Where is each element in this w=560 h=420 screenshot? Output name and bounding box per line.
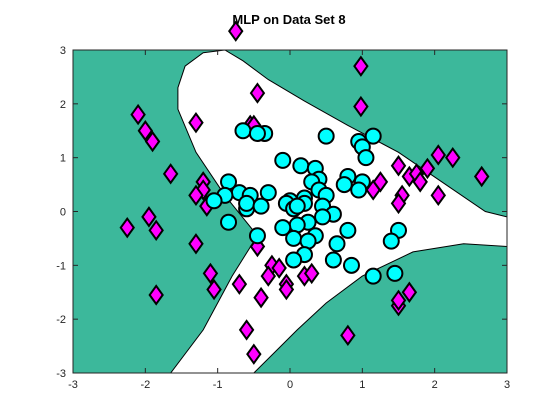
circle-point: [364, 267, 382, 285]
diamond-point: [162, 163, 179, 185]
diamond-point: [419, 157, 436, 180]
circle-point: [292, 157, 310, 175]
diamond-point: [148, 284, 164, 306]
circle-point: [342, 256, 360, 274]
diamond-point: [445, 146, 461, 169]
diamond-point: [430, 144, 447, 166]
diamond-point: [278, 278, 295, 301]
diamond-point: [430, 184, 447, 207]
circle-point: [314, 208, 332, 226]
x-tick-label: -2: [140, 379, 150, 391]
y-tick-label: 2: [60, 99, 66, 111]
y-tick-label: -1: [56, 260, 66, 272]
diamond-point: [271, 257, 287, 279]
circle-point: [324, 251, 342, 269]
y-tick-label: 3: [60, 45, 66, 57]
diamond-point: [401, 281, 418, 303]
circle-point: [317, 127, 335, 145]
diamond-point: [340, 324, 356, 347]
y-tick-label: 0: [60, 207, 66, 219]
diamond-point: [188, 184, 204, 207]
diamond-point: [412, 171, 428, 193]
diamond-point: [188, 233, 204, 255]
diamond-point: [188, 111, 204, 134]
circle-point: [285, 251, 303, 269]
diamond-point: [246, 343, 262, 365]
diamond-point: [206, 278, 222, 301]
circle-point: [335, 176, 353, 194]
diamond-point: [249, 82, 266, 104]
circle-point: [386, 264, 404, 282]
diamond-point: [390, 155, 407, 177]
x-tick-label: 0: [287, 379, 293, 391]
circle-point: [328, 235, 346, 253]
x-tick-label: -1: [213, 379, 223, 391]
circle-point: [339, 221, 357, 239]
diamond-point: [353, 95, 369, 118]
diamond-point: [473, 165, 490, 188]
diamond-point: [228, 20, 244, 42]
x-tick-label: -3: [68, 379, 78, 391]
diamond-point: [137, 120, 154, 142]
diamond-point: [353, 55, 369, 77]
plot-area: -3 -2 -1 0 1 2 3 -3 -2 -1 0 1 2 3: [56, 20, 510, 391]
circle-point: [285, 229, 303, 247]
circle-point: [205, 192, 223, 210]
axis-ticks: -3 -2 -1 0 1 2 3 -3 -2 -1 0 1 2 3: [56, 45, 510, 391]
diamond-point: [260, 265, 277, 287]
circle-point: [259, 184, 277, 202]
chart-title: MLP on Data Set 8: [232, 12, 345, 27]
y-tick-label: 1: [60, 153, 66, 165]
diamond-point: [130, 103, 146, 126]
circle-point: [234, 122, 252, 140]
diamond-point: [390, 192, 407, 215]
circle-point: [248, 124, 266, 142]
diamond-point: [303, 262, 320, 285]
diamond-point: [231, 273, 248, 295]
x-tick-label: 3: [504, 379, 510, 391]
diamond-point: [141, 206, 157, 228]
y-tick-label: -2: [56, 314, 66, 326]
circle-point: [350, 181, 368, 199]
y-tick-label: -3: [56, 368, 66, 380]
x-tick-label: 1: [359, 379, 365, 391]
circle-point: [220, 213, 238, 231]
data-points: [119, 20, 490, 365]
x-tick-label: 2: [432, 379, 438, 391]
circle-point: [364, 127, 382, 145]
circle-point: [357, 149, 375, 167]
diamond-point: [144, 130, 161, 153]
circle-point: [274, 219, 292, 237]
circle-point: [238, 194, 256, 212]
circle-point: [274, 151, 292, 169]
diamond-point: [390, 289, 407, 312]
diamond-point: [372, 171, 389, 193]
diamond-point: [238, 319, 255, 341]
diamond-point: [119, 216, 135, 239]
circle-point: [248, 227, 266, 245]
diamond-point: [253, 286, 269, 309]
diamond-point: [202, 262, 219, 285]
circle-point: [252, 197, 270, 215]
diamond-point: [148, 219, 164, 242]
circle-point: [288, 197, 306, 215]
circle-point: [382, 232, 400, 250]
